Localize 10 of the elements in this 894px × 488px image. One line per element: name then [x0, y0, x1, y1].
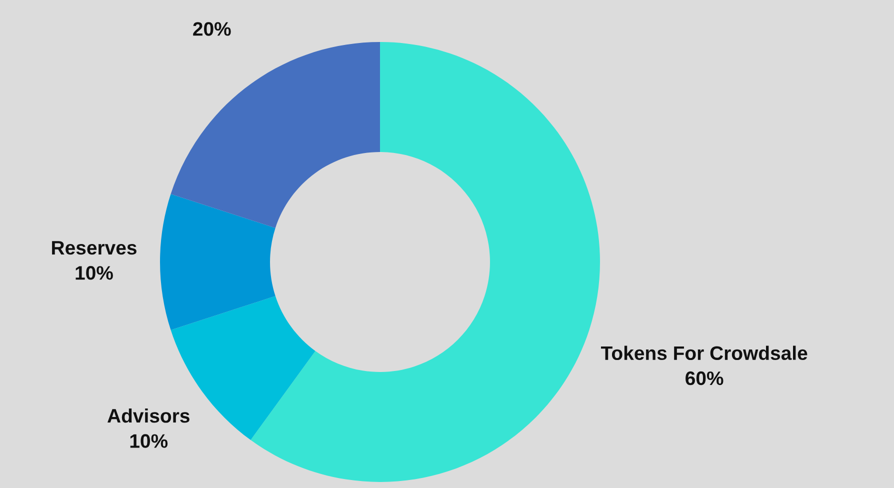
data-label: 60% [686, 371, 724, 386]
slice-label: Advisors [108, 408, 190, 423]
slice-label: Reserves [52, 241, 136, 255]
donut-slice [250, 42, 600, 482]
slice-label: Tokens For Crowdsale [600, 346, 808, 360]
data-label: 20% [193, 22, 231, 36]
donut-slice [160, 194, 276, 330]
donut-slice [170, 42, 380, 228]
data-label: 10% [76, 266, 113, 280]
data-label: 10% [130, 434, 168, 448]
